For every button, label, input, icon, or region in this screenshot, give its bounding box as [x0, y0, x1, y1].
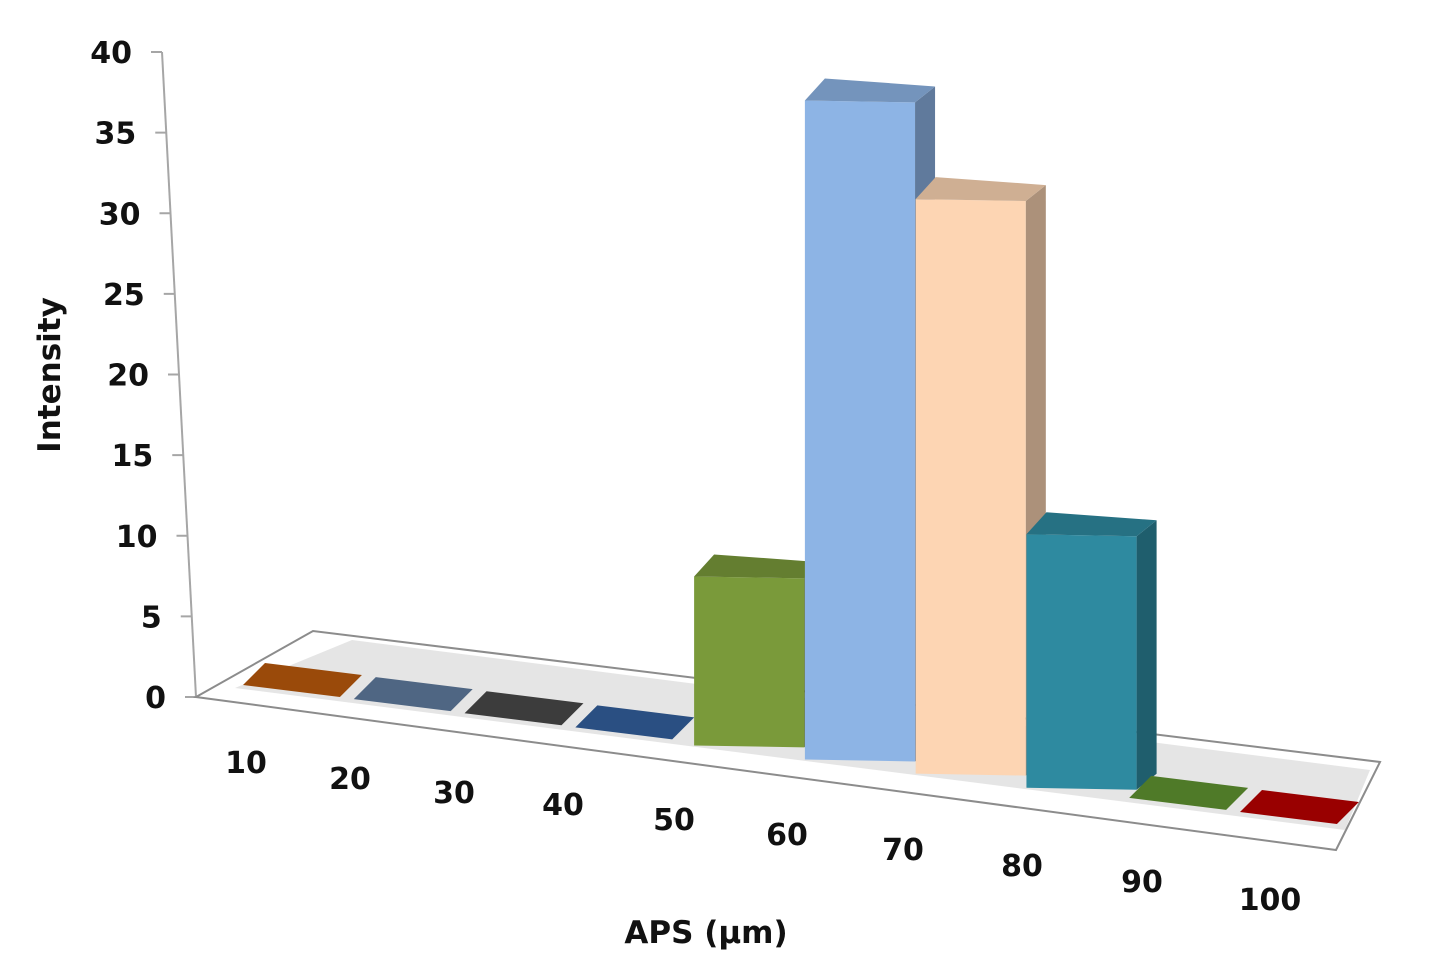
bar-60 [804, 78, 936, 762]
y-tick-label: 20 [107, 359, 149, 394]
y-tick-label: 25 [103, 278, 145, 313]
bar-20 [353, 677, 473, 712]
x-tick-label: 60 [766, 818, 808, 853]
bar-40 [575, 705, 695, 740]
x-tick-label: 20 [329, 762, 371, 797]
bar-10 [243, 663, 362, 697]
y-tick-label: 0 [145, 681, 166, 716]
bar-80 [1026, 512, 1157, 790]
x-axis-ticks: 10 20 30 40 50 60 70 80 90 100 [225, 746, 1301, 918]
x-tick-label: 70 [882, 833, 924, 868]
x-axis-title: APS (µm) [624, 915, 787, 951]
x-tick-label: 40 [542, 788, 584, 823]
y-tick-label: 35 [95, 117, 137, 152]
y-tick-label: 30 [99, 197, 141, 232]
x-tick-label: 50 [653, 803, 695, 838]
y-tick-label: 5 [141, 600, 162, 635]
bar-70 [915, 177, 1046, 776]
y-axis-ticks: 0 5 10 15 20 25 30 35 40 [90, 36, 166, 716]
x-tick-label: 10 [225, 746, 267, 781]
y-tick-label: 15 [112, 439, 154, 474]
y-axis-title: Intensity [32, 297, 68, 453]
x-tick-label: 30 [433, 776, 475, 811]
bar-30 [464, 691, 584, 726]
x-tick-label: 90 [1121, 865, 1163, 900]
x-tick-label: 100 [1239, 883, 1302, 918]
bar-90 [1129, 775, 1249, 810]
y-tick-label: 40 [90, 36, 132, 71]
axes [151, 51, 197, 698]
x-tick-label: 80 [1001, 849, 1043, 884]
bar-50 [694, 554, 825, 748]
y-tick-label: 10 [116, 520, 158, 555]
bar-100 [1240, 790, 1359, 824]
bars [243, 78, 1359, 824]
